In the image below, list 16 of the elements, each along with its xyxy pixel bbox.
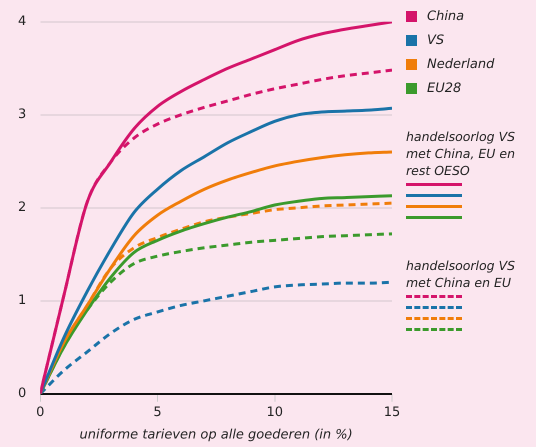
y-tick-label: 2 <box>18 200 26 216</box>
legend-label: China <box>427 8 464 24</box>
y-tick-label: 1 <box>18 293 26 308</box>
legend-label: Nederland <box>427 56 494 72</box>
legend-label: EU28 <box>427 80 462 96</box>
y-tick-label: 4 <box>18 14 26 30</box>
y-tick-label: 0 <box>18 386 26 402</box>
x-tick-label: 5 <box>153 404 162 420</box>
text: handelsoorlog VS met China en EU <box>406 257 516 291</box>
x-tick-label: 15 <box>384 404 400 420</box>
text: handelsoorlog VS met China, EU en rest OESO <box>406 128 516 179</box>
x-tick-label: 10 <box>266 404 284 420</box>
y-tick-label: 3 <box>18 107 26 122</box>
x-tick-label: 0 <box>36 404 44 420</box>
x-axis-title: uniforme tarieven op alle goederen (in %) <box>80 428 353 443</box>
legend-label: VS <box>427 32 444 48</box>
